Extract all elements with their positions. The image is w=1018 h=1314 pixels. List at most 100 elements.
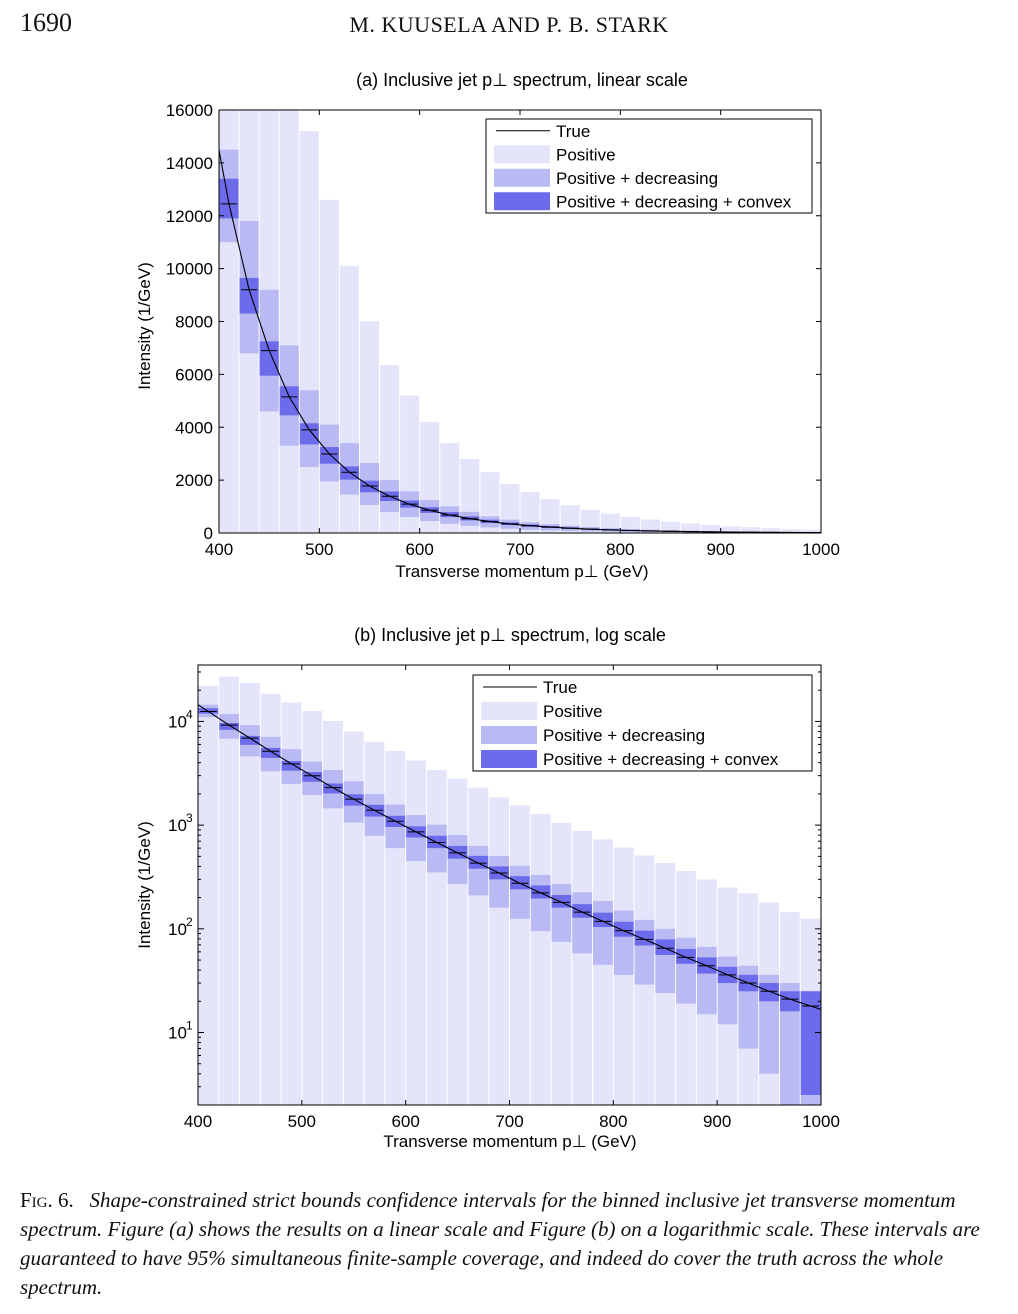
figure-b-bar-positive-decreasing-720 (530, 875, 551, 932)
figure-a-xtick-label-600: 600 (405, 540, 433, 559)
figure-a-bar-positive-480 (299, 131, 319, 533)
figure-a-xtick-label-1000: 1000 (802, 540, 840, 559)
figure-a-bar-positive-decreasing-convex-500 (319, 447, 339, 464)
figure-b-ytick-exp-10: 1 (186, 1019, 193, 1033)
figure-a-true-curve (219, 149, 821, 533)
figure-a-ytick-label-12000: 12000 (166, 207, 213, 226)
figure-a-xlabel: Transverse momentum p⊥ (GeV) (395, 562, 648, 581)
figure-b-ytick-label-100: 10 (168, 920, 187, 939)
figure-a-ytick-label-10000: 10000 (166, 260, 213, 279)
figure-b-legend-swatch-1 (481, 702, 537, 720)
figure-b-xtick-label-800: 800 (599, 1112, 627, 1131)
figure-a-xtick-label-800: 800 (606, 540, 634, 559)
figure-a-legend-label-1: Positive (556, 145, 616, 164)
figure-a-ylabel: Intensity (1/GeV) (135, 262, 154, 390)
figure-b-true-line (198, 704, 821, 1011)
figure-a-legend-swatch-3 (494, 192, 550, 211)
figure-b-bar-positive-decreasing-880 (696, 946, 717, 1015)
figure-b-ytick-exp-1000: 3 (186, 811, 193, 825)
figure-b-bar-positive-decreasing-960 (779, 983, 800, 1105)
figure-caption: Fig. 6. Shape-constrained strict bounds … (20, 1186, 1000, 1302)
figure-a-title: (a) Inclusive jet p⊥ spectrum, linear sc… (356, 70, 688, 90)
figure-a-bar-positive-980 (801, 529, 821, 533)
figure-b-bar-positive-660 (468, 787, 489, 1105)
figure-a-bar-positive-960 (781, 529, 801, 533)
figure-b-bar-positive-620 (426, 770, 447, 1105)
figure-b-bar-positive-decreasing-660 (468, 845, 489, 896)
figure-b-title: (b) Inclusive jet p⊥ spectrum, log scale (354, 625, 666, 645)
figure-a-xtick-label-900: 900 (706, 540, 734, 559)
figure-b-bars (198, 676, 821, 1105)
figure-a-ytick-label-8000: 8000 (175, 313, 213, 332)
figure-a-xtick-label-400: 400 (205, 540, 233, 559)
figure-b-bar-positive-decreasing-convex-540 (343, 794, 364, 806)
figure-a-legend-swatch-2 (494, 168, 550, 187)
figure-b-bar-positive-720 (530, 814, 551, 1105)
figure-b-bar-positive-decreasing-convex-500 (302, 772, 323, 782)
figure-b-bar-positive-decreasing-900 (717, 956, 738, 1025)
page-number: 1690 (20, 8, 72, 37)
figure-b-bar-positive-680 (489, 797, 509, 1105)
figure-b-bar-positive-420 (219, 676, 240, 1105)
figure-a-ytick-label-0: 0 (204, 524, 213, 543)
figure-a-ytick-label-4000: 4000 (175, 418, 213, 437)
figure-b-ytick-exp-10000: 4 (186, 707, 193, 721)
figure-a-bar-positive-decreasing-convex-520 (339, 466, 359, 480)
figure-b-ytick-exp-100: 2 (186, 915, 193, 929)
figure-a-bar-positive-decreasing-convex-420 (239, 277, 259, 314)
figure-b-bar-positive-decreasing-700 (510, 865, 530, 919)
figure-b-bar-positive-decreasing-800 (613, 910, 634, 975)
figure-a-legend-label-3: Positive + decreasing + convex (556, 192, 792, 211)
figure-a-legend-swatch-1 (494, 145, 550, 164)
figure-b-legend-swatch-2 (481, 726, 537, 744)
figure-a-xtick-label-700: 700 (506, 540, 534, 559)
figure-b-bar-positive-decreasing-convex-960 (779, 991, 800, 1012)
figure-b-legend-label-0: True (543, 678, 577, 697)
figure-b-bar-positive-480 (281, 702, 302, 1105)
figure-b-legend: True Positive Positive + decreasing Positiv… (472, 674, 813, 772)
figure-b-xtick-label-900: 900 (703, 1112, 731, 1131)
figure-b-xtick-label-1000: 1000 (802, 1112, 840, 1131)
figure-a-bar-positive-decreasing-convex-480 (299, 423, 319, 445)
figure-b-true-curve (198, 704, 821, 1011)
figure-b-bar-positive-440 (240, 682, 260, 1105)
figure-a-ytick-label-14000: 14000 (166, 154, 213, 173)
caption-text: Shape-constrained strict bounds confiden… (20, 1188, 980, 1299)
figure-b-bar-positive-decreasing-convex-840 (655, 939, 676, 955)
figure-b-bar-positive-decreasing-840 (655, 928, 676, 994)
figure-b-ytick-label-10: 10 (168, 1024, 187, 1043)
figure-b-bar-positive-decreasing-convex-940 (759, 983, 779, 1002)
figure-b-bar-positive-640 (447, 778, 468, 1105)
figure-b-legend-label-3: Positive + decreasing + convex (543, 750, 779, 769)
figure-a-bar-positive-880 (701, 525, 721, 533)
figure-a-ytick-label-6000: 6000 (175, 365, 213, 384)
figure-b-xtick-label-600: 600 (391, 1112, 419, 1131)
figure-b-bar-positive-decreasing-convex-800 (613, 921, 634, 937)
figure-b-bar-positive-decreasing-820 (634, 919, 655, 985)
figure-b-xtick-label-700: 700 (495, 1112, 523, 1131)
figure-b-xtick-label-400: 400 (184, 1112, 212, 1131)
figure-a-bar-positive-decreasing-convex-460 (279, 386, 299, 416)
figure-b-bar-positive-decreasing-convex-440 (240, 735, 260, 745)
caption-label: Fig. 6. (20, 1188, 74, 1212)
figure-b-legend-label-2: Positive + decreasing (543, 726, 705, 745)
figure-a-bar-positive-500 (319, 199, 339, 533)
figure-b-ytick-label-10000: 10 (168, 712, 187, 731)
figure-a-bar-positive-860 (681, 523, 701, 533)
figure-b-bar-positive-580 (385, 750, 406, 1105)
figure-b-bar-positive-500 (302, 711, 323, 1105)
figure-b-log-chart: (b) Inclusive jet p⊥ spectrum, log scale… (135, 625, 840, 1151)
figure-a-bar-positive-900 (721, 526, 741, 533)
figure-b-legend-swatch-3 (481, 750, 537, 768)
figure-b-bar-positive-540 (343, 731, 364, 1105)
figure-a-bar-positive-820 (640, 519, 660, 533)
figure-b-bar-positive-decreasing-860 (676, 937, 696, 1004)
figure-a-legend: True Positive Positive + decreasing Positiv… (485, 118, 813, 214)
figure-a-ytick-label-16000: 16000 (166, 101, 213, 120)
figure-a-bar-positive-940 (761, 528, 781, 533)
figure-b-bar-positive-460 (260, 693, 281, 1105)
figure-b-bar-positive-700 (510, 805, 530, 1105)
figure-b-bar-positive-decreasing-600 (406, 815, 426, 862)
figure-a-bar-positive-800 (620, 516, 640, 533)
